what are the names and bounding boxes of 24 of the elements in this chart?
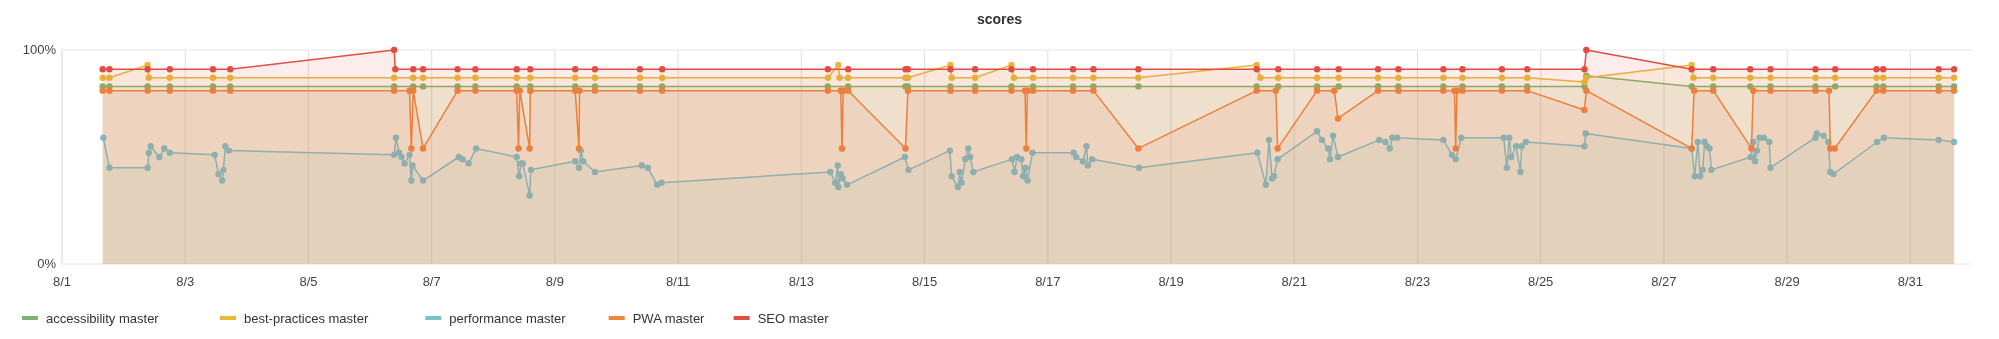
x-tick-label: 8/1: [52, 274, 72, 289]
x-tick-label: 8/7: [422, 274, 441, 289]
y-tick-label: 0%: [37, 256, 57, 271]
chart-title: scores: [976, 11, 1023, 27]
x-tick-label: 8/5: [299, 274, 318, 289]
x-tick-label: 8/13: [788, 274, 815, 289]
x-tick-label: 8/17: [1035, 274, 1061, 289]
x-tick-label: 8/3: [176, 274, 195, 289]
x-tick-label: 8/31: [1897, 274, 1924, 289]
legend-label: accessibility master: [46, 311, 160, 326]
x-tick-label: 8/29: [1774, 274, 1800, 289]
x-tick-label: 8/19: [1158, 274, 1184, 289]
x-tick-label: 8/15: [911, 274, 938, 289]
x-tick-label: 8/9: [545, 274, 564, 289]
x-tick-label: 8/25: [1528, 274, 1554, 289]
legend-label: SEO master: [757, 311, 830, 326]
x-tick-label: 8/21: [1281, 274, 1307, 289]
x-tick-label: 8/11: [665, 274, 691, 289]
legend-label: PWA master: [632, 311, 706, 326]
legend-label: best-practices master: [244, 311, 369, 326]
x-tick-label: 8/23: [1404, 274, 1431, 289]
legend-label: performance master: [449, 311, 567, 326]
x-tick-label: 8/27: [1651, 274, 1677, 289]
y-tick-label: 100%: [22, 42, 57, 57]
